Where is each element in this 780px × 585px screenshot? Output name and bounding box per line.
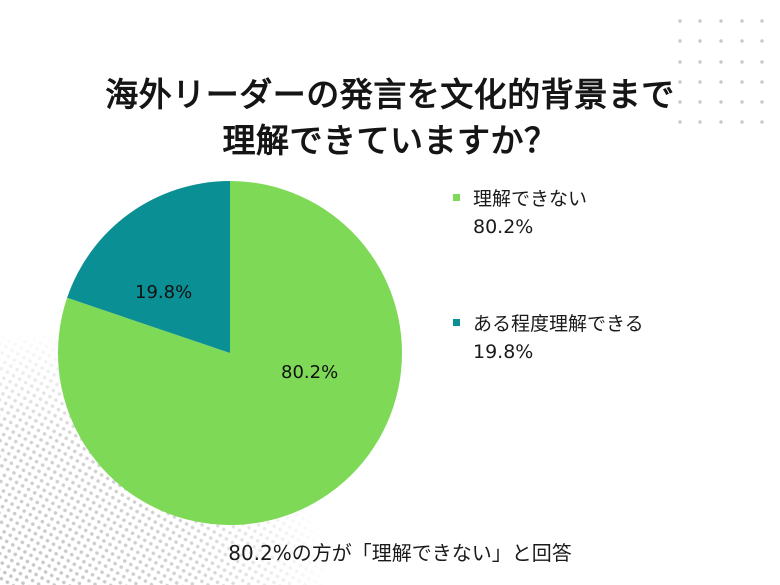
chart-annotation: 80.2%の方が「理解できない」と回答 [228,541,572,565]
legend-value: 80.2% [473,216,534,238]
legend-swatch-teal-icon [453,319,460,326]
slice-label-somewhat-understand: 19.8% [135,282,193,303]
chart-title: 海外リーダーの発言を文化的背景まで 理解できていますか？ [0,72,780,164]
slice-label-not-understand: 80.2% [281,362,339,383]
legend-value: 19.8% [473,341,534,363]
chart-title-line1: 海外リーダーの発言を文化的背景まで [105,75,675,114]
pie-slice-somewhat-understand [67,181,230,353]
legend-label: 理解できない [473,188,588,210]
legend-label: ある程度理解できる [473,313,644,335]
pie-slice-not-understand [58,180,403,526]
chart-title-line2: 理解できていますか？ [222,121,558,160]
legend-swatch-green-icon [453,194,460,201]
